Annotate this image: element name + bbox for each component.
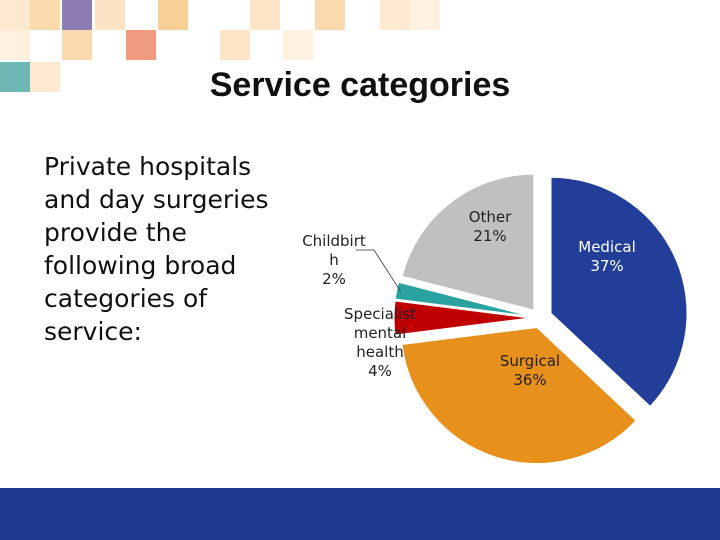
leader-line [356,249,401,292]
slice-value: 37% [590,257,624,275]
slice-label: Surgical 36% [490,352,570,390]
decor [220,30,250,60]
body-text: Private hospitals and day surgeries prov… [44,152,269,346]
decor [250,0,280,30]
pie-slice [401,326,637,464]
slice-category: Childbirth [302,232,366,269]
decor [158,0,188,30]
slice-category: Specialist mental health [344,305,416,361]
slice-label: Childbirth 2% [298,232,370,289]
pie-slice [394,281,531,317]
decor [0,0,30,30]
slice-label: Specialist mental health 4% [330,305,430,381]
decor [62,30,92,60]
decor [62,0,92,30]
pie-slice [393,300,531,336]
decor [0,30,30,60]
pie-slice [550,176,688,408]
decor [30,0,60,30]
decor [410,0,440,30]
slice-value: 2% [322,270,346,288]
slice-value: 36% [513,371,547,389]
slice-label: Medical 37% [572,238,642,276]
decor [30,62,60,92]
decor [95,0,125,30]
pie-slice [401,173,535,311]
decor [283,30,313,60]
slide-title: Service categories [209,66,511,104]
footer-bar [0,488,720,540]
slice-label: Other 21% [450,208,530,246]
decor [315,0,345,30]
slice-value: 21% [473,227,507,245]
slice-category: Medical [578,238,636,256]
slice-category: Other [468,208,512,226]
decor [380,0,410,30]
slice-category: Surgical [499,352,561,370]
decor [126,30,156,60]
decor [0,62,30,92]
slice-value: 4% [368,362,392,380]
